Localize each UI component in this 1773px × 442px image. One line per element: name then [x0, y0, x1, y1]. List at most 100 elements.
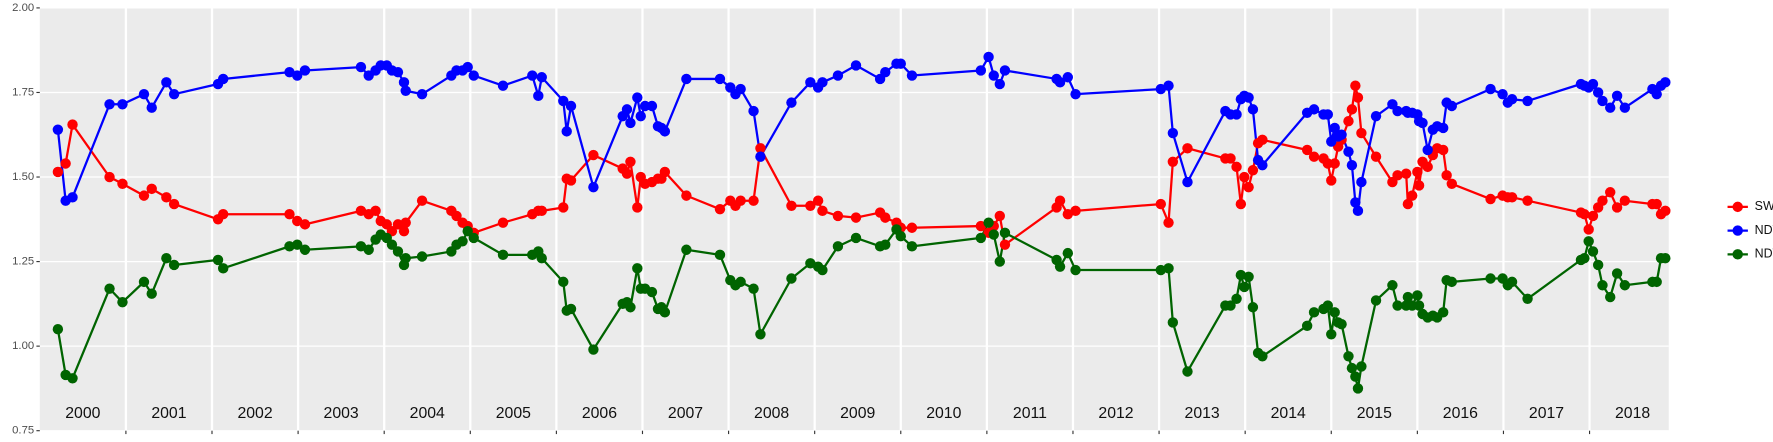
data-point: [558, 276, 569, 288]
year-label: 2013: [1185, 405, 1220, 422]
data-point: [1054, 77, 1066, 88]
data-point: [392, 66, 404, 78]
data-point: [1437, 307, 1449, 318]
data-point: [468, 232, 479, 244]
data-point: [1619, 195, 1631, 206]
data-point: [625, 302, 636, 313]
data-point: [632, 92, 643, 103]
data-point: [1392, 300, 1403, 311]
data-point: [416, 88, 428, 100]
data-point: [1412, 166, 1423, 178]
data-point: [1356, 127, 1367, 139]
data-point: [1597, 195, 1608, 206]
data-point: [994, 78, 1005, 90]
data-point: [1497, 88, 1508, 100]
data-point: [714, 203, 726, 215]
data-point: [104, 283, 115, 294]
data-point: [565, 100, 577, 112]
data-point: [1163, 80, 1174, 91]
data-point: [1651, 88, 1662, 100]
data-point: [370, 205, 381, 217]
data-point: [786, 97, 797, 108]
data-point: [1247, 165, 1259, 176]
data-point: [988, 229, 999, 240]
data-point: [1605, 187, 1616, 198]
data-point: [1437, 122, 1449, 134]
data-point: [363, 244, 374, 255]
data-point: [138, 190, 150, 201]
data-point: [850, 60, 862, 71]
data-point: [1257, 134, 1268, 146]
data-point: [906, 222, 918, 233]
data-point: [1326, 329, 1337, 340]
data-point: [292, 239, 303, 250]
data-point: [1155, 198, 1166, 210]
legend-marker: [1732, 249, 1743, 260]
legend-label: NDVI: [1755, 223, 1773, 237]
legend-label: SWIR: [1755, 199, 1773, 213]
data-point: [533, 90, 544, 102]
data-point: [284, 241, 295, 252]
data-point: [497, 80, 509, 91]
data-point: [999, 239, 1011, 250]
data-point: [497, 249, 509, 261]
data-point: [832, 70, 844, 81]
y-tick-label: 1.00: [12, 340, 34, 352]
data-point: [67, 119, 78, 130]
data-point: [588, 344, 599, 355]
data-point: [558, 95, 569, 107]
data-point: [1605, 102, 1616, 113]
year-label: 2000: [65, 405, 100, 422]
data-point: [1400, 168, 1412, 179]
legend-marker: [1732, 225, 1743, 236]
data-point: [386, 239, 398, 250]
data-point: [1370, 295, 1382, 306]
data-point: [212, 254, 224, 266]
data-point: [659, 307, 671, 318]
data-point: [1506, 276, 1518, 288]
data-point: [1231, 109, 1242, 120]
data-point: [755, 143, 766, 154]
data-point: [117, 178, 128, 189]
data-point: [805, 200, 816, 211]
data-point: [1597, 95, 1608, 107]
data-point: [1182, 176, 1193, 188]
data-point: [1343, 351, 1354, 362]
data-point: [880, 239, 891, 250]
data-point: [1070, 88, 1081, 100]
data-point: [536, 253, 547, 264]
y-tick-label: 2.00: [12, 2, 34, 14]
data-point: [880, 212, 891, 223]
data-point: [1611, 202, 1623, 213]
data-point: [994, 210, 1005, 222]
data-point: [1167, 317, 1179, 328]
data-point: [1392, 170, 1403, 181]
data-point: [832, 210, 844, 222]
data-point: [983, 51, 994, 63]
data-point: [748, 195, 759, 206]
data-point: [284, 209, 295, 220]
data-point: [625, 117, 636, 129]
data-point: [1167, 127, 1179, 139]
data-point: [681, 73, 692, 85]
data-point: [1350, 80, 1361, 91]
data-point: [161, 253, 172, 264]
data-point: [1235, 269, 1247, 281]
data-point: [292, 215, 303, 227]
data-point: [1522, 195, 1533, 206]
data-point: [536, 205, 547, 217]
data-point: [1054, 195, 1066, 206]
data-point: [1485, 273, 1496, 284]
data-point: [416, 251, 428, 262]
data-point: [1446, 276, 1457, 288]
data-point: [1660, 253, 1671, 264]
data-point: [1587, 78, 1599, 90]
data-point: [714, 249, 726, 261]
data-point: [975, 65, 987, 76]
data-point: [714, 73, 726, 85]
data-point: [451, 210, 462, 222]
data-point: [1155, 264, 1166, 276]
data-point: [497, 217, 509, 228]
data-point: [462, 61, 473, 73]
data-point: [1592, 259, 1604, 271]
